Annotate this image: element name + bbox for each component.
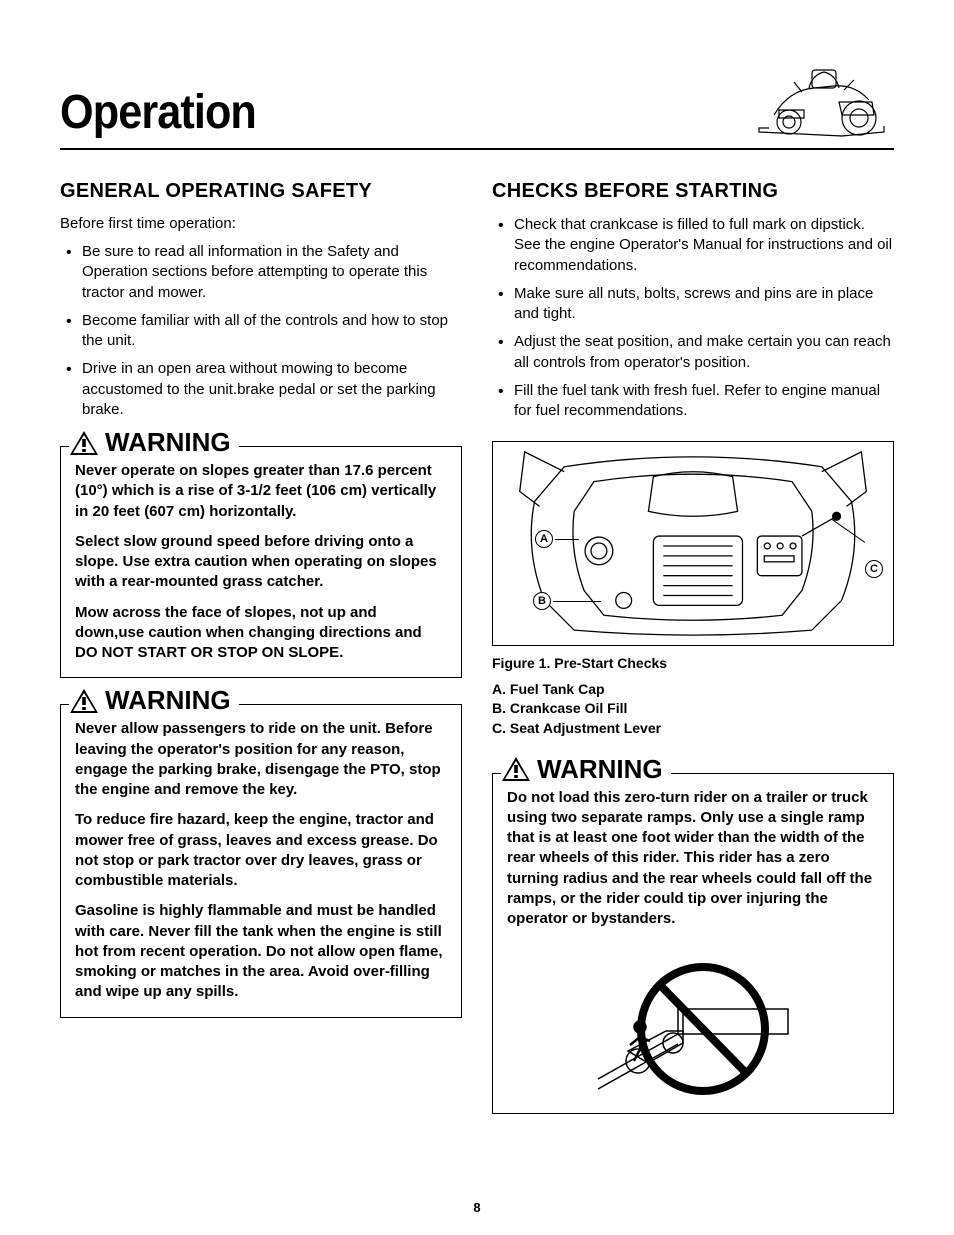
list-item: Drive in an open area without mowing to … [82,359,462,420]
warning-paragraph: Never operate on slopes greater than 17.… [75,461,447,522]
figure-prestart-checks: A B C [492,441,894,646]
left-column: GENERAL OPERATING SAFETY Before first ti… [60,180,462,1136]
warning-box-slopes: WARNING Never operate on slopes greater … [60,446,462,678]
figure-legend-a: A. Fuel Tank Cap [492,680,894,700]
checks-heading: CHECKS BEFORE STARTING [492,180,894,203]
warning-paragraph: Gasoline is highly flammable and must be… [75,901,447,1002]
warning-label: WARNING [105,685,231,716]
warning-triangle-icon [69,688,99,714]
list-item: Adjust the seat position, and make certa… [514,332,894,373]
intro-text: Before first time operation: [60,215,462,232]
warning-paragraph: Mow across the face of slopes, not up an… [75,603,447,664]
warning-box-ramp: WARNING Do not load this zero-turn rider… [492,773,894,1115]
list-item: Fill the fuel tank with fresh fuel. Refe… [514,381,894,422]
page-header: Operation [60,60,894,150]
general-safety-heading: GENERAL OPERATING SAFETY [60,180,462,203]
warning-label: WARNING [105,427,231,458]
list-item: Be sure to read all information in the S… [82,242,462,303]
callout-line [553,601,601,602]
figure-legend-c: C. Seat Adjustment Lever [492,719,894,739]
page-number: 8 [0,1200,954,1215]
warning-header: WARNING [501,754,671,785]
warning-triangle-icon [501,756,531,782]
warning-label: WARNING [537,754,663,785]
figure-legend-b: B. Crankcase Oil Fill [492,699,894,719]
list-item: Become familiar with all of the controls… [82,311,462,352]
callout-line [555,539,579,540]
page-title: Operation [60,85,256,140]
two-column-layout: GENERAL OPERATING SAFETY Before first ti… [60,180,894,1136]
list-item: Check that crankcase is filled to full m… [514,215,894,276]
warning-paragraph: To reduce fire hazard, keep the engine, … [75,810,447,891]
warning-paragraph: Select slow ground speed before driving … [75,532,447,593]
warning-paragraph: Never allow passengers to ride on the un… [75,719,447,800]
figure-caption: Figure 1. Pre-Start Checks [492,654,894,674]
general-bullets: Be sure to read all information in the S… [60,242,462,420]
right-column: CHECKS BEFORE STARTING Check that crankc… [492,180,894,1136]
warning-box-passengers: WARNING Never allow passengers to ride o… [60,704,462,1017]
warning-triangle-icon [69,430,99,456]
checks-bullets: Check that crankcase is filled to full m… [492,215,894,421]
warning-paragraph: Do not load this zero-turn rider on a tr… [507,788,879,930]
no-ramp-illustration-icon [507,939,879,1099]
warning-header: WARNING [69,427,239,458]
warning-header: WARNING [69,685,239,716]
mower-illustration-icon [754,60,894,140]
list-item: Make sure all nuts, bolts, screws and pi… [514,284,894,325]
